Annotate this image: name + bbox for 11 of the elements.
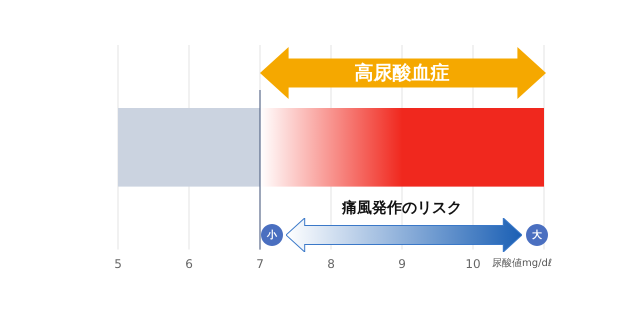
annotation: 痛風発作のリスク (342, 198, 462, 218)
x-tick-label: 9 (398, 256, 406, 271)
x-tick-label: 5 (114, 256, 122, 271)
x-tick-label: 6 (185, 256, 193, 271)
x-tick-label: 10 (465, 256, 481, 271)
x-tick-label: 7 (256, 256, 264, 271)
x-tick-label: 8 (327, 256, 335, 271)
annotation: 高尿酸血症 (354, 61, 450, 86)
x-axis-title: 尿酸値mg/dℓ (492, 257, 552, 270)
annotation: 小 (267, 228, 277, 242)
annotation: 大 (532, 228, 542, 242)
